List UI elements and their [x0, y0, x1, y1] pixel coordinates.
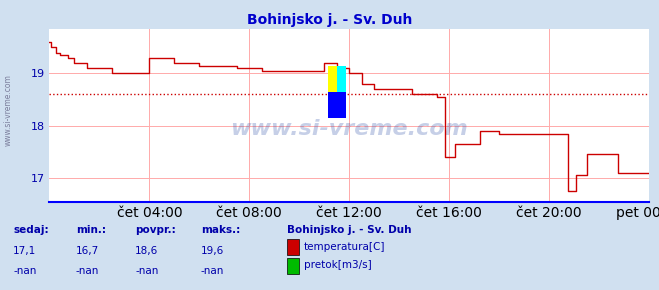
FancyBboxPatch shape — [328, 66, 345, 92]
Text: maks.:: maks.: — [201, 225, 241, 235]
Text: temperatura[C]: temperatura[C] — [304, 242, 386, 252]
Text: pretok[m3/s]: pretok[m3/s] — [304, 260, 372, 271]
Text: 16,7: 16,7 — [76, 246, 99, 256]
Text: -nan: -nan — [201, 266, 224, 276]
FancyBboxPatch shape — [337, 66, 345, 92]
Text: -nan: -nan — [135, 266, 158, 276]
Text: www.si-vreme.com: www.si-vreme.com — [231, 119, 468, 139]
Text: 17,1: 17,1 — [13, 246, 36, 256]
Text: -nan: -nan — [76, 266, 99, 276]
Text: -nan: -nan — [13, 266, 36, 276]
Text: sedaj:: sedaj: — [13, 225, 49, 235]
Text: Bohinjsko j. - Sv. Duh: Bohinjsko j. - Sv. Duh — [247, 13, 412, 27]
Text: 19,6: 19,6 — [201, 246, 224, 256]
Text: 18,6: 18,6 — [135, 246, 158, 256]
Text: Bohinjsko j. - Sv. Duh: Bohinjsko j. - Sv. Duh — [287, 225, 411, 235]
Text: povpr.:: povpr.: — [135, 225, 176, 235]
FancyBboxPatch shape — [328, 92, 345, 118]
Text: min.:: min.: — [76, 225, 106, 235]
Text: www.si-vreme.com: www.si-vreme.com — [3, 74, 13, 146]
